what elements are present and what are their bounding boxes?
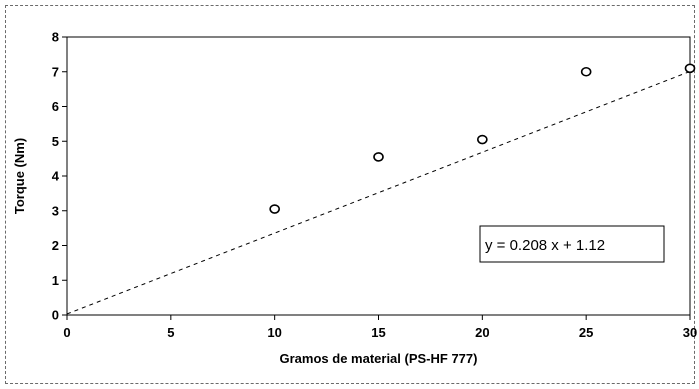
y-tick-label: 1 — [52, 273, 59, 288]
y-tick-label: 5 — [52, 134, 59, 149]
y-axis-title: Torque (Nm) — [12, 138, 27, 214]
y-tick-label: 8 — [52, 30, 59, 45]
x-tick-label: 25 — [579, 325, 593, 340]
trendline-group — [66, 70, 691, 315]
data-point — [684, 63, 696, 74]
data-points — [269, 63, 696, 214]
y-tick-label: 3 — [52, 203, 59, 218]
data-point — [269, 204, 280, 214]
equation-box-border — [479, 225, 665, 263]
data-point — [373, 152, 384, 162]
x-tick-label: 20 — [475, 325, 489, 340]
equation-label: y = 0.208 x + 1.12 — [485, 237, 605, 254]
equation-box: y = 0.208 x + 1.12 — [479, 225, 665, 263]
axis-ticks: 0 1 2 3 4 5 6 7 8 0 5 10 15 20 25 30 — [52, 30, 697, 341]
y-tick-label: 6 — [52, 99, 59, 114]
y-tick-label: 0 — [52, 308, 59, 323]
y-tick-label: 2 — [52, 238, 59, 253]
plot-area — [66, 36, 691, 316]
x-tick-label: 10 — [267, 325, 281, 340]
x-tick-label: 0 — [63, 325, 70, 340]
data-point — [580, 66, 592, 77]
y-tick-label: 4 — [52, 169, 60, 184]
y-tick-label: 7 — [52, 64, 59, 79]
x-tick-label: 30 — [683, 325, 697, 340]
data-point — [477, 134, 488, 145]
trendline — [66, 70, 691, 315]
chart-frame — [5, 5, 695, 384]
x-axis-title: Gramos de material (PS-HF 777) — [280, 351, 478, 366]
x-tick-label: 15 — [371, 325, 385, 340]
x-tick-label: 5 — [167, 325, 174, 340]
